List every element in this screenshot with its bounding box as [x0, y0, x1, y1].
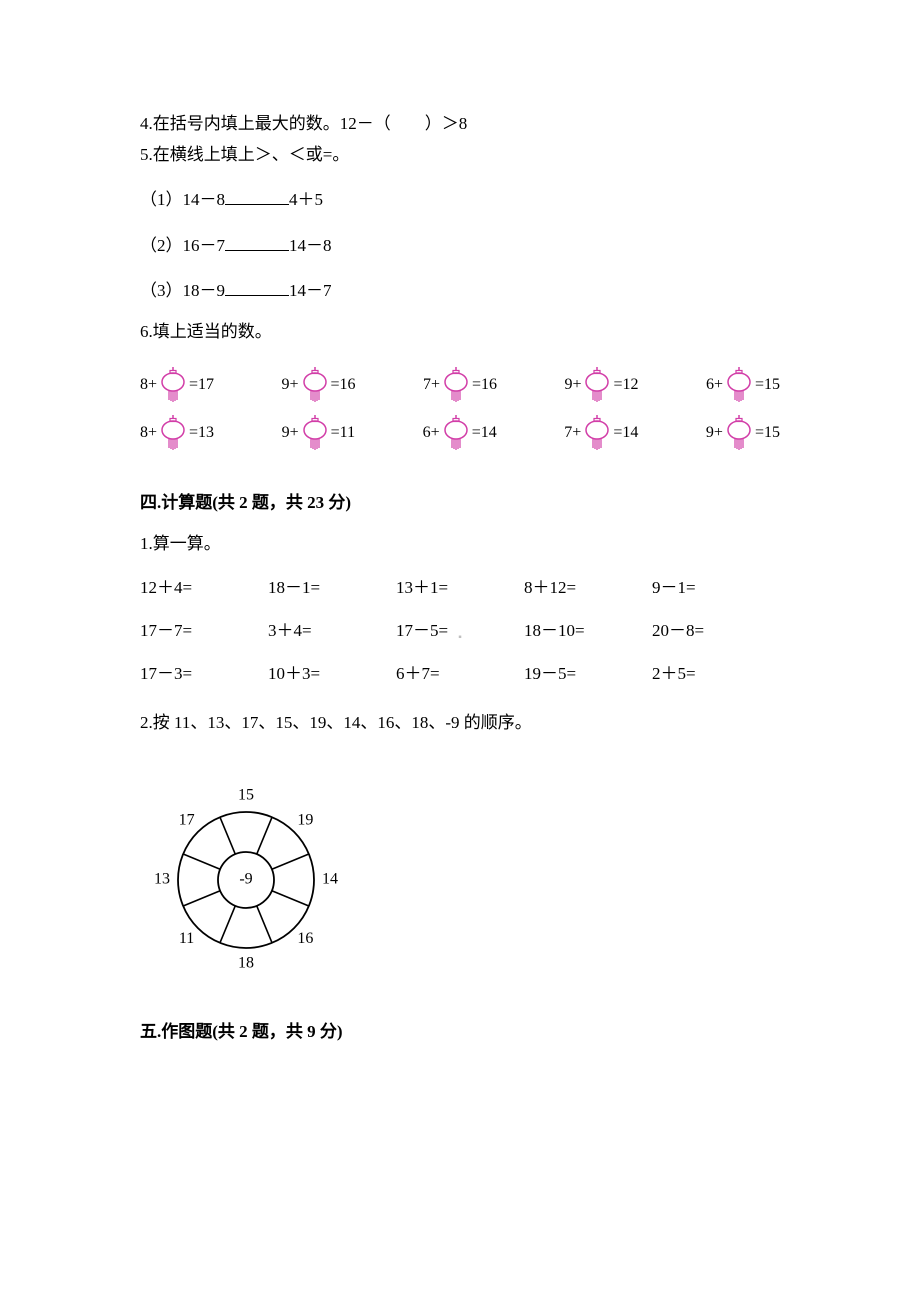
wheel-label: 16 — [297, 930, 313, 947]
lantern-pre: 8+ — [140, 372, 157, 398]
lantern-expression: 7+ =16 — [423, 367, 497, 403]
q5-item-2-left: （2）16－7 — [140, 236, 225, 255]
lantern-expression: 6+ =15 — [706, 367, 780, 403]
lantern-row-1: 8+ =179+ =167+ =169+ =126+ — [140, 367, 780, 403]
calc-cell: 18－1= — [268, 566, 396, 609]
lantern-icon — [440, 415, 472, 451]
q5-item-3-left: （3）18－9 — [140, 281, 225, 300]
calc-cell: 8＋12= — [524, 566, 652, 609]
q5-item-2: （2）16－7 14－8 — [140, 232, 780, 259]
q5-blank-2[interactable] — [225, 233, 289, 251]
lantern-expression: 9+ =16 — [281, 367, 355, 403]
calc-cell: 19－5= — [524, 652, 652, 695]
wheel-label: 13 — [154, 871, 170, 888]
lantern-icon — [299, 415, 331, 451]
section-4-title: 四.计算题(共 2 题，共 23 分) — [140, 489, 780, 516]
sec4-q1-stem: 1.算一算。 — [140, 530, 780, 557]
lantern-post: =16 — [472, 372, 497, 398]
lantern-icon — [299, 367, 331, 403]
wheel-label: 15 — [238, 787, 254, 804]
lantern-icon — [157, 415, 189, 451]
lantern-icon — [440, 367, 472, 403]
wheel-label: 17 — [179, 812, 195, 829]
q5-item-1-right: 4＋5 — [289, 190, 323, 209]
sec4-q2-stem: 2.按 11、13、17、15、19、14、16、18、-9 的顺序。 — [140, 709, 780, 736]
lantern-pre: 9+ — [564, 372, 581, 398]
lantern-pre: 6+ — [706, 372, 723, 398]
calc-cell: 17－7= — [140, 609, 268, 652]
lantern-icon — [157, 367, 189, 403]
lantern-pre: 6+ — [423, 420, 440, 446]
question-5-stem: 5.在横线上填上＞、＜或=。 — [140, 141, 780, 168]
page-center-marker: ▪ — [458, 630, 462, 646]
lantern-icon — [723, 367, 755, 403]
lantern-post: =16 — [331, 372, 356, 398]
question-4: 4.在括号内填上最大的数。12－（ ）＞8 — [140, 110, 780, 137]
calc-cell: 10＋3= — [268, 652, 396, 695]
section-5-title: 五.作图题(共 2 题，共 9 分) — [140, 1018, 780, 1045]
lantern-expression: 9+ =12 — [564, 367, 638, 403]
q5-blank-1[interactable] — [225, 187, 289, 205]
lantern-icon — [581, 367, 613, 403]
lantern-expression: 9+ =15 — [706, 415, 780, 451]
q5-item-1: （1）14－8 4＋5 — [140, 186, 780, 213]
q5-blank-3[interactable] — [225, 278, 289, 296]
lantern-pre: 9+ — [706, 420, 723, 446]
table-row: 17－3=10＋3=6＋7=19－5=2＋5= — [140, 652, 780, 695]
calc-cell: 2＋5= — [652, 652, 780, 695]
calc-cell: 9－1= — [652, 566, 780, 609]
q5-item-2-right: 14－8 — [289, 236, 332, 255]
lantern-row-2: 8+ =139+ =116+ =147+ =149+ — [140, 415, 780, 451]
calc-cell: 17－3= — [140, 652, 268, 695]
lantern-post: =14 — [613, 420, 638, 446]
q5-item-1-left: （1）14－8 — [140, 190, 225, 209]
lantern-post: =11 — [331, 420, 355, 446]
calc-cell: 3＋4= — [268, 609, 396, 652]
wheel-label: 11 — [179, 930, 194, 947]
wheel-label: 18 — [238, 955, 254, 972]
table-row: 12＋4=18－1=13＋1=8＋12=9－1= — [140, 566, 780, 609]
wheel-svg: 15 19 14 16 18 11 13 17 -9 — [136, 760, 356, 980]
lantern-post: =13 — [189, 420, 214, 446]
lantern-pre: 9+ — [281, 372, 298, 398]
lantern-post: =15 — [755, 420, 780, 446]
lantern-post: =12 — [613, 372, 638, 398]
lantern-icon — [581, 415, 613, 451]
wheel-diagram: 15 19 14 16 18 11 13 17 -9 — [136, 760, 780, 988]
calc-cell: 18－10= — [524, 609, 652, 652]
lantern-expression: 8+ =13 — [140, 415, 214, 451]
calc-cell: 12＋4= — [140, 566, 268, 609]
lantern-pre: 7+ — [423, 372, 440, 398]
q5-item-3-right: 14－7 — [289, 281, 332, 300]
worksheet-page: ▪ 4.在括号内填上最大的数。12－（ ）＞8 5.在横线上填上＞、＜或=。 （… — [0, 0, 920, 1302]
q5-item-3: （3）18－9 14－7 — [140, 277, 780, 304]
wheel-center-label: -9 — [239, 871, 252, 888]
calc-cell: 20－8= — [652, 609, 780, 652]
lantern-pre: 8+ — [140, 420, 157, 446]
lantern-expression: 8+ =17 — [140, 367, 214, 403]
lantern-expression: 7+ =14 — [564, 415, 638, 451]
wheel-label: 19 — [297, 812, 313, 829]
lantern-post: =14 — [472, 420, 497, 446]
wheel-label: 14 — [322, 871, 338, 888]
lantern-pre: 7+ — [564, 420, 581, 446]
lantern-post: =15 — [755, 372, 780, 398]
question-6-stem: 6.填上适当的数。 — [140, 318, 780, 345]
lantern-expression: 6+ =14 — [423, 415, 497, 451]
lantern-post: =17 — [189, 372, 214, 398]
calc-cell: 6＋7= — [396, 652, 524, 695]
calc-cell: 13＋1= — [396, 566, 524, 609]
lantern-pre: 9+ — [282, 420, 299, 446]
lantern-expression: 9+ =11 — [282, 415, 355, 451]
lantern-icon — [723, 415, 755, 451]
